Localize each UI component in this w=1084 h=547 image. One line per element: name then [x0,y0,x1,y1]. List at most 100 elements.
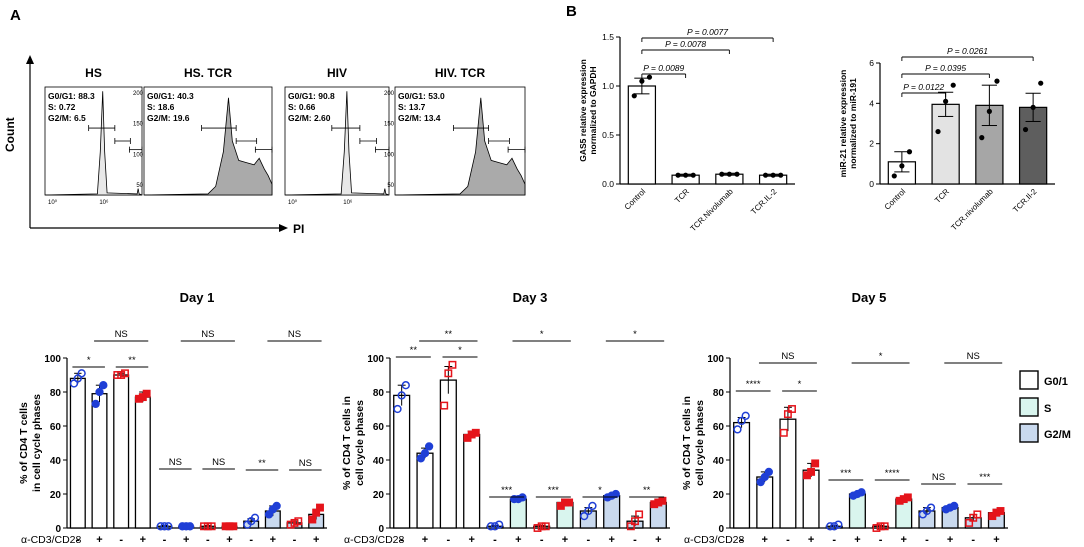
data-point [690,172,696,178]
data-point [994,78,1000,84]
x-sign-label: + [562,534,568,546]
data-point [185,522,195,531]
data-point [880,522,889,531]
y-axis-label: cell cycle phases [354,400,366,486]
x-sign-label: - [925,534,929,546]
data-point [316,503,324,512]
y-tick-label: 20 [373,490,385,501]
data-point [778,172,784,178]
data-point [533,524,542,532]
data-point [1022,126,1029,133]
flow-plot-title: HIV. TCR [435,66,486,80]
data-point [811,459,820,468]
data-point [272,501,281,511]
significance-label: NS [201,329,214,340]
x-sign-label: + [901,534,907,546]
y-tick-label: 60 [50,422,62,433]
chart-title: Day 5 [852,290,887,305]
data-point [611,489,620,499]
flow-stat: S: 18.6 [147,102,175,112]
y-tick-label: 0 [55,524,61,535]
bar [113,374,130,529]
p-value-label: P = 0.0078 [665,39,706,49]
data-point [95,387,104,397]
flow-stat: G0/G1: 53.0 [398,91,445,101]
data-point [639,78,645,84]
bar [931,103,960,185]
data-point [719,171,725,177]
data-point [440,401,449,410]
flow-gate [453,125,490,132]
flow-stat: G2/M: 2.60 [288,113,331,123]
data-point [308,515,317,524]
p-value-label: P = 0.0089 [643,63,684,73]
significance-label: * [87,355,91,366]
panel-label-a: A [10,7,21,24]
y-axis-label: miR-21 relative expression [838,70,848,178]
significance-label: * [879,351,883,362]
data-point [788,405,796,413]
flow-gate [507,146,526,153]
flow-y-axis-label: Count [3,117,17,152]
significance-label: ** [410,345,418,356]
y-tick-label: 80 [713,388,725,399]
data-point [770,172,776,178]
flow-tick: 10⁰ [288,199,298,206]
significance-label: *** [840,468,851,479]
data-point [807,467,816,476]
p-value-label: P = 0.0395 [925,63,966,73]
y-tick-label: 1.5 [602,32,614,42]
x-sign-label: - [293,534,297,546]
legend-swatch-g2m [1019,423,1039,443]
significance-label: * [458,345,462,356]
x-sign-label: - [206,534,210,546]
y-tick-label: 60 [373,422,385,433]
data-point [121,369,129,378]
significance-label: NS [967,351,980,362]
x-sign-label: - [163,534,167,546]
x-sign-label: + [993,534,999,546]
flow-tick: 150 [384,122,395,128]
chart-title: Day 1 [180,290,215,305]
data-point [857,488,866,497]
y-tick-label: 60 [713,422,725,433]
legend-swatch-g01 [1019,370,1039,390]
flow-tick: 50 [387,183,394,189]
legend-label-s: S [1044,403,1051,415]
y-tick-label: 80 [50,388,62,399]
x-sign-label: - [740,534,744,546]
data-point [626,522,635,531]
data-point [494,520,504,529]
data-point [733,425,742,434]
flow-plot-title: HS. TCR [184,66,232,80]
y-tick-label: 0.0 [602,179,614,189]
data-point [779,428,788,437]
data-point [401,381,410,390]
data-point [537,522,546,531]
data-point [734,171,740,177]
flow-gate [254,146,273,153]
flow-plot: HIV. TCR G0/G1: 53.0S: 13.7G2/M: 13.4 200 1… [384,66,526,196]
day5-chart: Day 5 0 20 40 60 80 100 % of CD4 T cells in cell… [681,290,1008,546]
y-tick-label: 0 [718,524,724,535]
significance-label: * [598,485,602,496]
y-axis-label: % of CD4 T cells in [341,396,353,490]
data-point [397,391,406,400]
x-sign-label: - [971,534,975,546]
data-point [903,493,912,502]
data-point [764,467,773,477]
flow-tick: 50 [136,183,143,189]
x-axis-label: α-CD3/CD28 [684,534,744,546]
y-axis-label: normalized to miR-191 [848,78,858,169]
data-point [830,522,839,531]
x-sign-label: + [655,534,661,546]
data-point [762,172,769,178]
flow-tick: 10⁶ [99,199,109,206]
data-point [631,93,637,99]
significance-label: NS [212,457,225,468]
phase-legend: G0/1 S G2/M [1019,370,1071,443]
flow-plot-title: HS [85,66,102,80]
x-tick-label: TCR.Nivolumab [688,187,735,234]
